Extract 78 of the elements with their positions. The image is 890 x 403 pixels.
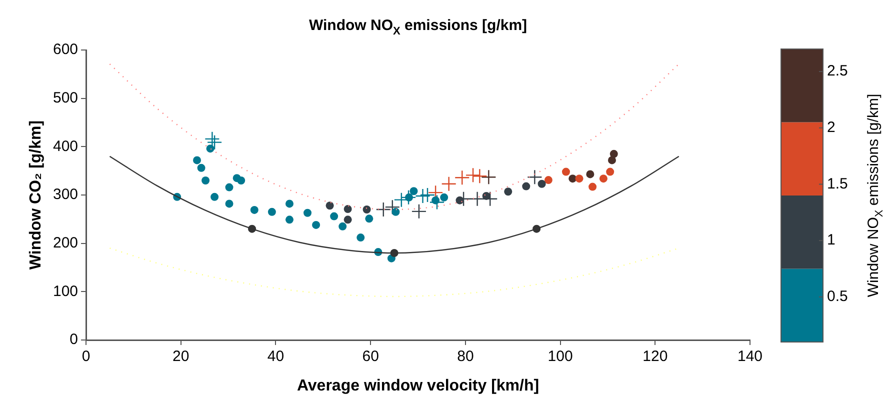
point xyxy=(441,176,456,192)
color-bar-label: 2 xyxy=(827,119,836,136)
color-bar-title: Window NOX emissions [g/km] xyxy=(865,94,886,298)
point xyxy=(544,176,552,184)
point xyxy=(206,134,222,150)
point xyxy=(344,205,352,214)
x-tick-label: 120 xyxy=(642,348,668,366)
point xyxy=(482,191,498,206)
color-bar-label: 1 xyxy=(827,232,836,249)
point xyxy=(456,196,464,204)
point xyxy=(225,200,234,208)
point xyxy=(312,220,320,229)
point xyxy=(197,164,206,172)
x-tick-label: 40 xyxy=(267,348,284,366)
color-bar-label: 2.5 xyxy=(827,62,848,80)
point xyxy=(204,131,220,147)
point xyxy=(304,208,312,217)
point xyxy=(225,183,234,192)
color-bar-label: 0.5 xyxy=(827,288,848,306)
point xyxy=(608,156,616,164)
y-tick-label: 200 xyxy=(52,234,78,252)
point xyxy=(365,214,374,223)
point xyxy=(432,196,440,204)
point xyxy=(440,193,448,202)
point xyxy=(193,156,202,164)
point xyxy=(344,216,352,224)
point xyxy=(285,216,294,224)
x-tick-label: 80 xyxy=(457,348,474,366)
y-tick-label: 100 xyxy=(52,282,78,300)
point xyxy=(411,204,427,220)
y-tick-label: 0 xyxy=(70,331,78,348)
point xyxy=(268,208,276,216)
point xyxy=(482,192,490,200)
point xyxy=(481,170,496,185)
point xyxy=(405,193,414,202)
color-bar-label: 1.5 xyxy=(827,175,848,192)
point xyxy=(410,187,418,196)
point xyxy=(415,188,430,204)
point xyxy=(326,202,334,210)
point xyxy=(575,174,584,183)
x-tick-label: 100 xyxy=(548,348,573,366)
point xyxy=(454,170,470,186)
point xyxy=(206,144,214,153)
point xyxy=(392,208,400,216)
point xyxy=(472,168,488,184)
point xyxy=(356,234,365,242)
point xyxy=(376,202,391,218)
point xyxy=(522,182,530,190)
x-tick-label: 140 xyxy=(737,348,763,366)
y-tick-label: 300 xyxy=(52,186,78,204)
point xyxy=(210,192,219,201)
point xyxy=(538,180,546,188)
point xyxy=(330,212,338,220)
point xyxy=(610,150,618,158)
point xyxy=(527,170,542,185)
point xyxy=(568,174,577,183)
y-tick-label: 500 xyxy=(52,89,78,106)
point xyxy=(586,170,594,178)
point xyxy=(588,182,597,191)
point xyxy=(562,168,570,176)
y-axis-title: Window CO₂ [g/km] xyxy=(27,120,44,270)
point xyxy=(285,200,294,208)
x-tick-label: 0 xyxy=(82,348,90,366)
point xyxy=(250,206,258,214)
point xyxy=(338,222,347,230)
x-tick-label: 60 xyxy=(362,348,379,366)
point xyxy=(465,168,481,183)
y-tick-label: 400 xyxy=(52,138,78,155)
x-tick-label: 20 xyxy=(172,348,190,366)
point xyxy=(599,174,608,183)
point xyxy=(237,176,246,184)
point xyxy=(470,191,485,206)
point xyxy=(202,176,210,184)
x-axis-title: Average window velocity [km/h] xyxy=(296,377,540,394)
point xyxy=(606,168,614,176)
point xyxy=(504,188,512,196)
point xyxy=(362,206,371,214)
y-tick-label: 600 xyxy=(52,41,78,58)
